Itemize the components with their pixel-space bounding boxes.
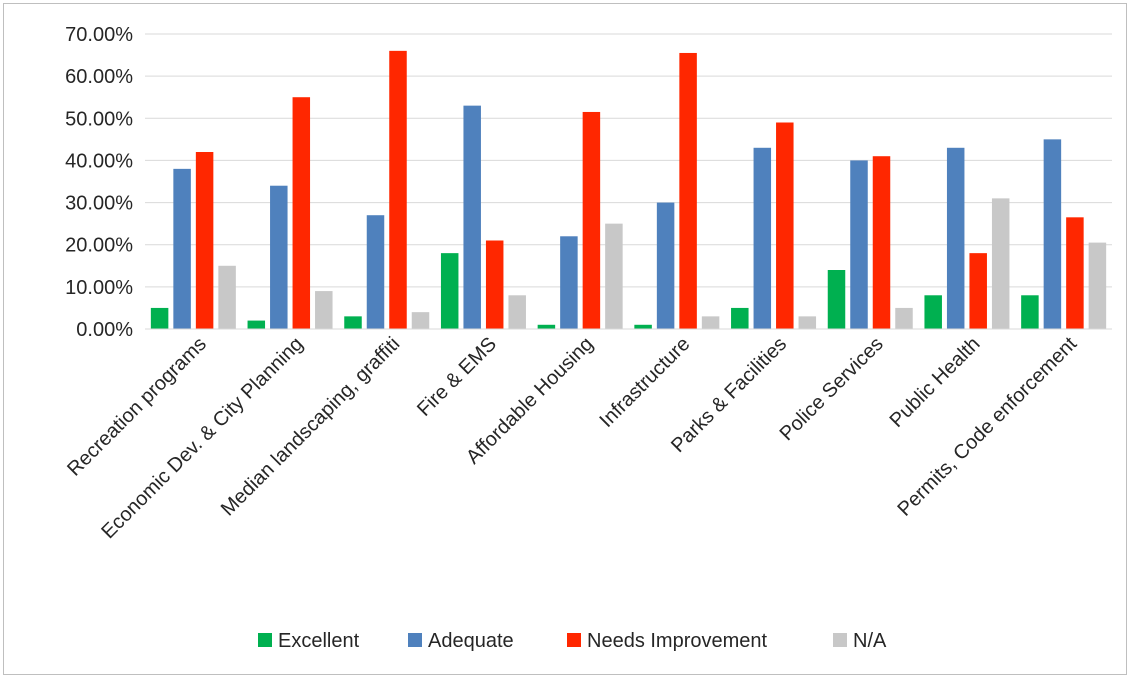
- category-label: Infrastructure: [596, 333, 695, 432]
- y-tick-label: 10.00%: [65, 277, 133, 299]
- bar-n-a: [411, 312, 430, 329]
- y-tick-label: 20.00%: [65, 235, 133, 257]
- bars: [150, 50, 1107, 330]
- bar-needs-improvement: [582, 111, 601, 329]
- gridlines: [145, 33, 1112, 288]
- bar-adequate: [656, 202, 675, 329]
- bar-adequate: [560, 236, 578, 329]
- legend-swatch-adequate: [408, 633, 422, 647]
- chart-frame: [3, 3, 1127, 675]
- bar-excellent: [827, 270, 846, 329]
- bar-n-a: [315, 291, 333, 329]
- bar-needs-improvement: [872, 156, 891, 329]
- y-tick-label: 40.00%: [65, 150, 133, 172]
- category-label: Fire & EMS: [413, 333, 501, 421]
- bar-excellent: [344, 316, 362, 329]
- bar-adequate: [366, 215, 385, 329]
- bar-n-a: [991, 198, 1010, 329]
- legend-label: Excellent: [278, 630, 360, 652]
- bar-n-a: [1088, 242, 1107, 329]
- y-tick-label: 0.00%: [76, 319, 133, 341]
- bar-n-a: [508, 295, 526, 329]
- y-tick-label: 60.00%: [65, 66, 133, 88]
- bar-excellent: [1021, 295, 1039, 329]
- bar-excellent: [924, 295, 942, 329]
- bar-n-a: [218, 265, 236, 329]
- bar-n-a: [701, 316, 720, 329]
- bar-excellent: [440, 253, 459, 329]
- bar-needs-improvement: [292, 97, 311, 329]
- bar-adequate: [753, 147, 772, 329]
- bar-needs-improvement: [389, 50, 407, 329]
- bar-adequate: [850, 160, 868, 329]
- category-label: Police Services: [776, 333, 888, 445]
- legend-label: N/A: [853, 630, 887, 652]
- category-label: Economic Dev. & City Planning: [97, 333, 307, 543]
- bar-needs-improvement: [969, 253, 987, 329]
- category-label: Median landscaping, graffiti: [217, 333, 404, 520]
- legend-label: Adequate: [428, 630, 514, 652]
- bar-needs-improvement: [1066, 217, 1084, 329]
- legend-swatch-excellent: [258, 633, 272, 647]
- bar-adequate: [1043, 139, 1062, 329]
- bar-adequate: [946, 147, 965, 329]
- bar-needs-improvement: [679, 52, 697, 329]
- bar-excellent: [537, 324, 556, 329]
- bar-needs-improvement: [485, 240, 504, 329]
- bar-n-a: [798, 316, 817, 329]
- category-label: Public Health: [886, 333, 985, 432]
- legend-label: Needs Improvement: [587, 630, 768, 652]
- category-label: Permits, Code enforcement: [893, 333, 1081, 521]
- bar-excellent: [634, 324, 652, 329]
- y-tick-label: 30.00%: [65, 193, 133, 215]
- y-tick-label: 50.00%: [65, 108, 133, 130]
- y-tick-label: 70.00%: [65, 24, 133, 46]
- bar-needs-improvement: [195, 152, 214, 329]
- bar-n-a: [605, 223, 623, 329]
- bar-excellent: [150, 307, 169, 329]
- bar-adequate: [463, 105, 481, 330]
- bar-needs-improvement: [776, 122, 794, 329]
- y-axis-ticks: 0.00% 10.00% 20.00% 30.00% 40.00% 50.00% 60.00…: [65, 24, 133, 341]
- legend: Excellent Adequate Needs Improvement N/A: [258, 630, 887, 652]
- bar-adequate: [173, 168, 191, 329]
- legend-swatch-n-a: [833, 633, 847, 647]
- bar-n-a: [895, 307, 913, 329]
- legend-swatch-needs-improvement: [567, 633, 581, 647]
- bar-adequate: [270, 185, 288, 329]
- bar-excellent: [247, 320, 266, 329]
- bar-excellent: [731, 307, 749, 329]
